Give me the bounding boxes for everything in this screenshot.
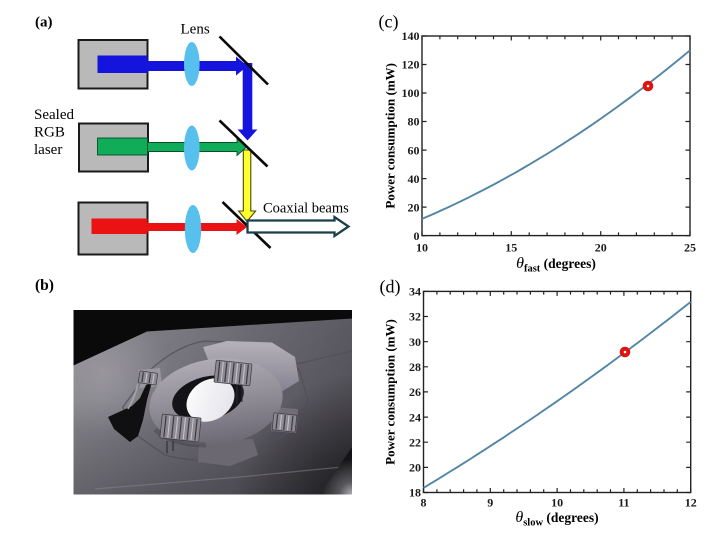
svg-text:10: 10 [551,496,563,510]
svg-text:100: 100 [402,86,420,100]
svg-text:22: 22 [409,435,421,449]
svg-text:θfast (degrees): θfast (degrees) [516,255,596,275]
svg-text:15: 15 [505,241,517,255]
svg-text:0: 0 [414,229,420,243]
svg-text:20: 20 [409,461,421,475]
svg-text:28: 28 [409,360,421,374]
svg-text:9: 9 [487,496,493,510]
svg-text:Lens: Lens [181,22,210,38]
svg-text:θslow (degrees): θslow (degrees) [515,509,598,529]
svg-text:Coaxial beams: Coaxial beams [263,201,349,217]
svg-text:laser: laser [34,142,62,158]
svg-text:40: 40 [408,172,420,186]
svg-text:Power consumption (mW): Power consumption (mW) [383,63,398,209]
svg-text:18: 18 [409,486,421,500]
svg-text:120: 120 [402,58,420,72]
svg-text:24: 24 [409,410,421,424]
svg-text:34: 34 [409,285,421,299]
svg-text:(b): (b) [35,277,54,294]
svg-text:RGB: RGB [34,125,65,141]
svg-text:12: 12 [685,496,697,510]
svg-text:10: 10 [416,241,428,255]
svg-text:20: 20 [408,200,420,214]
svg-text:20: 20 [595,241,607,255]
svg-text:32: 32 [409,310,421,324]
svg-text:30: 30 [409,335,421,349]
svg-text:(a): (a) [35,14,53,30]
svg-text:11: 11 [618,496,629,510]
svg-text:25: 25 [684,241,696,255]
svg-text:60: 60 [408,143,420,157]
svg-text:Sealed: Sealed [34,107,74,123]
svg-text:(d): (d) [380,277,401,298]
svg-text:26: 26 [409,385,421,399]
svg-text:8: 8 [421,496,427,510]
svg-text:80: 80 [408,115,420,129]
svg-text:140: 140 [402,29,420,43]
svg-text:Power consumption (mW): Power consumption (mW) [383,319,398,465]
svg-text:(c): (c) [379,11,399,32]
